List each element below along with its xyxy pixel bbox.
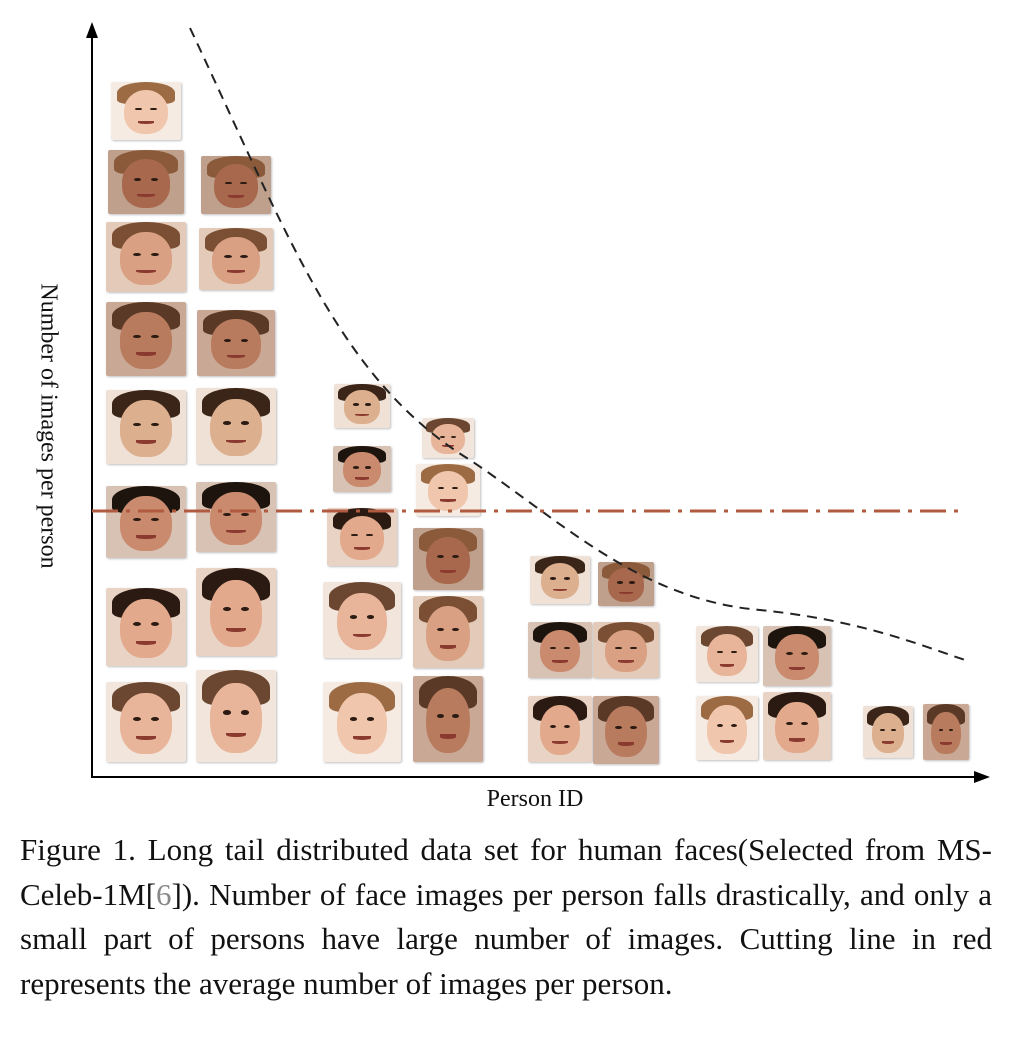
figure-axes — [86, 22, 990, 783]
face-thumbnail — [528, 622, 592, 678]
x-axis-arrow — [974, 771, 990, 783]
x-axis-label: Person ID — [486, 786, 584, 812]
face-thumbnail — [106, 390, 186, 464]
face-thumbnail — [327, 508, 397, 566]
face-thumbnail — [593, 696, 659, 764]
face-thumbnail — [323, 582, 401, 658]
face-thumbnail — [106, 302, 186, 376]
face-thumbnail — [333, 446, 391, 492]
figure-caption: Figure 1. Long tail distributed data set… — [20, 828, 992, 1006]
face-thumbnail — [923, 704, 969, 760]
face-thumbnail — [413, 596, 483, 668]
face-thumbnail — [593, 622, 659, 678]
face-thumbnail — [863, 706, 913, 758]
face-thumbnail — [196, 568, 276, 656]
figure-1: Person ID Number of images per person — [35, 22, 990, 812]
face-thumbnail — [111, 82, 181, 140]
face-thumbnail — [413, 528, 483, 590]
face-thumbnail — [763, 692, 831, 760]
face-thumbnail — [763, 626, 831, 686]
face-thumbnail — [334, 384, 390, 428]
face-thumbnail — [323, 682, 401, 762]
caption-text-suffix: ]). Number of face images per person fal… — [20, 876, 992, 1001]
caption-citation-link[interactable]: 6 — [156, 876, 172, 912]
caption-text-prefix: Figure 1. Long tail distributed data set… — [20, 832, 992, 912]
face-thumbnail — [197, 310, 275, 376]
face-thumbnail — [196, 388, 276, 464]
long-tail-curve — [189, 27, 966, 661]
face-thumbnail — [696, 696, 758, 760]
face-thumbnail — [199, 228, 273, 290]
face-thumbnail — [201, 156, 271, 214]
face-thumbnail — [196, 670, 276, 762]
face-image-grid — [106, 82, 969, 764]
face-thumbnail — [413, 676, 483, 762]
face-thumbnail — [422, 418, 474, 458]
face-thumbnail — [106, 486, 186, 558]
face-thumbnail — [196, 482, 276, 552]
face-thumbnail — [696, 626, 758, 682]
face-thumbnail — [108, 150, 184, 214]
y-axis-arrow — [86, 22, 98, 38]
face-thumbnail — [106, 588, 186, 666]
face-thumbnail — [528, 696, 592, 762]
face-thumbnail — [530, 556, 590, 604]
face-thumbnail — [106, 682, 186, 762]
face-thumbnail — [106, 222, 186, 292]
face-thumbnail — [416, 464, 480, 516]
y-axis-label: Number of images per person — [35, 283, 62, 569]
face-thumbnail — [598, 562, 654, 606]
